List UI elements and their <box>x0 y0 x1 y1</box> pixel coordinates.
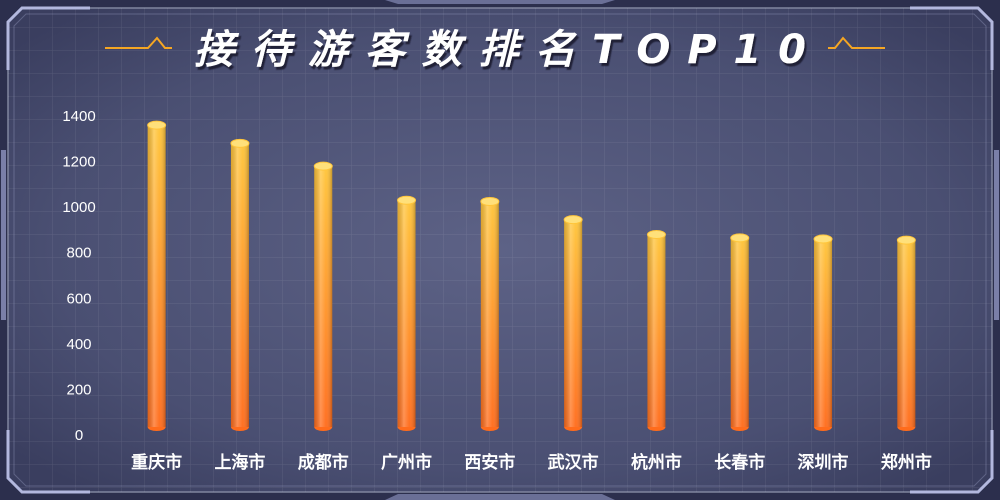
bar-top-cap <box>730 233 750 243</box>
category-label-1: 重庆市 <box>131 452 182 473</box>
bottom-notch <box>385 494 615 500</box>
bar-top-cap <box>397 195 417 205</box>
bar-shading <box>397 200 416 427</box>
x-axis: 重庆市 上海市 成都市 广州市 西安市 武汉市 杭州市 长春市 深圳市 郑州市 <box>131 452 932 473</box>
corner-accent-top-left <box>6 6 90 70</box>
bar-7 <box>646 229 666 431</box>
y-tick-label-800: 800 <box>66 245 91 262</box>
bars-group <box>147 120 916 431</box>
y-tick-label-1200: 1200 <box>62 154 95 171</box>
side-bracket-left <box>1 150 6 320</box>
inner-frame-line <box>13 13 987 487</box>
category-label-10: 郑州市 <box>881 452 932 473</box>
bar-1 <box>147 120 167 431</box>
y-tick-label-600: 600 <box>66 290 91 307</box>
bar-top-cap <box>563 215 583 225</box>
y-tick-label-0: 0 <box>75 427 83 444</box>
bar-shading <box>314 166 333 427</box>
bar-shading <box>647 234 666 427</box>
bar-shading <box>564 219 583 427</box>
bar-top-cap <box>480 196 500 206</box>
category-label-7: 杭州市 <box>631 452 682 473</box>
bar-2 <box>230 138 250 431</box>
bar-10 <box>896 235 916 431</box>
category-label-2: 上海市 <box>214 452 265 473</box>
title-deco-left <box>105 36 172 49</box>
bar-8 <box>730 233 750 431</box>
category-label-3: 成都市 <box>298 452 349 473</box>
bar-top-cap <box>646 229 666 239</box>
bar-6 <box>563 215 583 431</box>
bar-shading <box>147 125 166 427</box>
y-tick-label-400: 400 <box>66 336 91 353</box>
bar-5 <box>480 196 500 431</box>
bar-4 <box>397 195 417 431</box>
bar-shading <box>814 239 833 427</box>
bar-top-cap <box>230 138 250 148</box>
bar-top-cap <box>313 161 333 171</box>
y-axis: 0 200 400 600 800 1000 1200 1400 <box>62 108 95 444</box>
title-deco-right <box>828 36 885 49</box>
bar-shading <box>730 237 749 427</box>
top-notch <box>385 0 615 4</box>
bar-top-cap <box>896 235 916 245</box>
y-tick-label-1000: 1000 <box>62 199 95 216</box>
bar-3 <box>313 161 333 431</box>
corner-accent-top-right <box>910 6 994 70</box>
category-label-9: 深圳市 <box>798 452 849 473</box>
bar-top-cap <box>147 120 167 130</box>
bar-shading <box>230 143 249 428</box>
chart-title: 接待游客数排名TOP10 <box>194 27 806 73</box>
bar-shading <box>897 240 916 427</box>
category-label-4: 广州市 <box>381 452 432 473</box>
category-label-8: 长春市 <box>714 452 765 473</box>
bar-shading <box>480 201 499 427</box>
category-label-5: 西安市 <box>464 452 515 473</box>
corner-accent-bottom-right <box>910 430 994 494</box>
bar-top-cap <box>813 234 833 244</box>
side-bracket-right <box>994 150 999 320</box>
y-tick-label-200: 200 <box>66 381 91 398</box>
y-tick-label-1400: 1400 <box>62 108 95 125</box>
corner-accent-bottom-left <box>6 430 90 494</box>
category-label-6: 武汉市 <box>548 452 599 473</box>
bar-9 <box>813 234 833 431</box>
